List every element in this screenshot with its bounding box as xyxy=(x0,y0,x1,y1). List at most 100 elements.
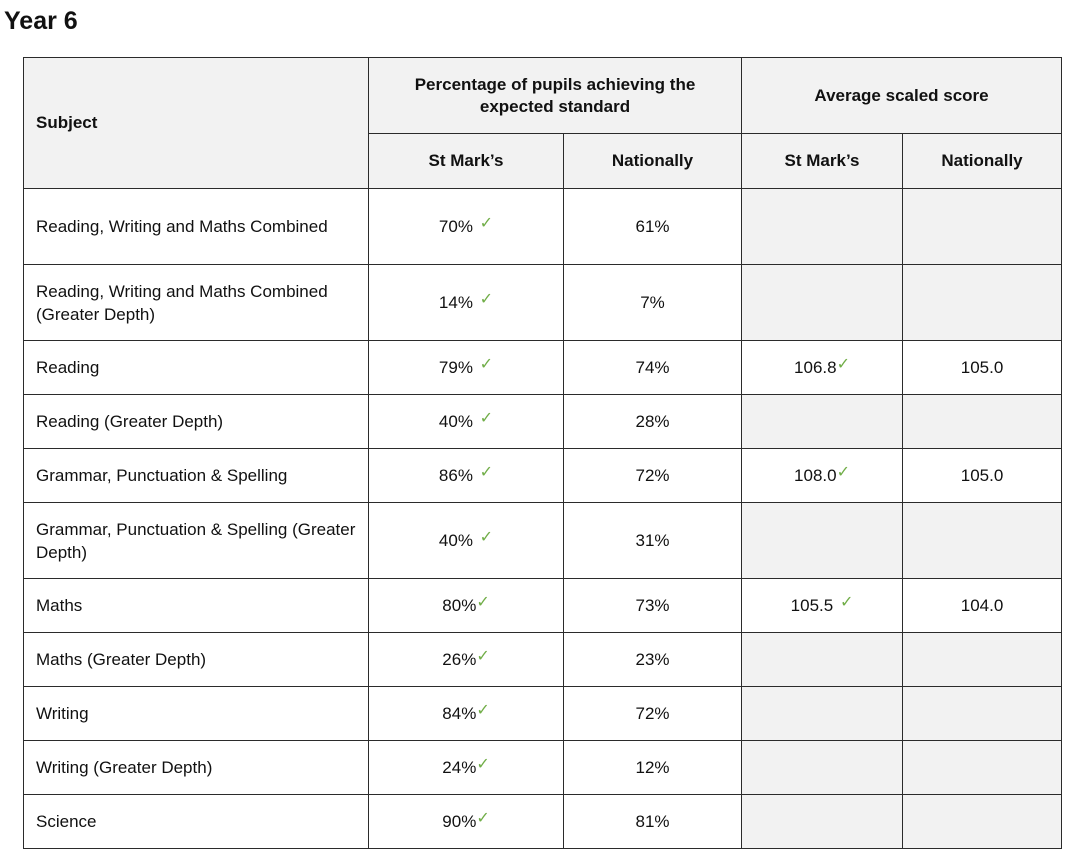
scaled-national-cell xyxy=(902,264,1063,341)
scaled-national-cell xyxy=(902,188,1063,265)
scaled-national-cell: 105.0 xyxy=(902,448,1063,503)
pct-school-value: 26% xyxy=(442,649,477,669)
header-row-groups: Subject Percentage of pupils achieving t… xyxy=(23,57,1063,189)
pct-school-cell: 84%✓ xyxy=(368,686,564,741)
pct-school-value: 40% xyxy=(438,530,473,550)
pct-school-cell: 86% ✓ xyxy=(368,448,564,503)
check-mark-icon: ✓ xyxy=(479,212,494,232)
table-row: Grammar, Punctuation & Spelling 86% ✓ 72… xyxy=(23,448,1063,503)
page-title: Year 6 xyxy=(4,7,78,35)
pct-school-column-header: St Mark’s xyxy=(368,133,564,189)
pct-national-cell: 72% xyxy=(562,686,743,741)
scaled-national-cell: 104.0 xyxy=(902,578,1063,633)
pct-national-cell: 12% xyxy=(562,740,743,795)
pct-school-value: 70% xyxy=(438,216,473,236)
subject-cell: Reading, Writing and Maths Combined (Gre… xyxy=(23,264,369,341)
scaled-school-cell: 108.0✓ xyxy=(741,448,904,503)
subject-column-header: Subject xyxy=(23,57,369,189)
table-row: Writing 84%✓ 72% xyxy=(23,686,1063,741)
scaled-score-group-header: Average scaled score xyxy=(741,57,1063,134)
check-mark-icon: ✓ xyxy=(476,591,490,611)
pct-national-cell: 72% xyxy=(562,448,743,503)
subject-cell: Reading (Greater Depth) xyxy=(23,394,369,449)
table-row: Science 90%✓ 81% xyxy=(23,794,1063,849)
pct-national-cell: 23% xyxy=(562,632,743,687)
results-table: Subject Percentage of pupils achieving t… xyxy=(23,57,1063,849)
scaled-school-cell xyxy=(741,686,904,741)
pct-school-value: 86% xyxy=(438,465,473,485)
check-mark-icon: ✓ xyxy=(476,753,490,773)
scaled-national-cell xyxy=(902,394,1063,449)
pct-national-cell: 31% xyxy=(562,502,743,579)
scaled-school-cell xyxy=(741,632,904,687)
scaled-school-value: 105.5 xyxy=(790,595,834,615)
pct-national-cell: 7% xyxy=(562,264,743,341)
table-row: Writing (Greater Depth) 24%✓ 12% xyxy=(23,740,1063,795)
scaled-national-cell: 105.0 xyxy=(902,340,1063,395)
table-row: Reading 79% ✓ 74% 106.8✓ 105.0 xyxy=(23,340,1063,395)
check-mark-icon: ✓ xyxy=(479,461,494,481)
pct-school-cell: 90%✓ xyxy=(368,794,564,849)
pct-school-value: 40% xyxy=(438,411,473,431)
check-mark-icon: ✓ xyxy=(836,461,850,481)
table-row: Reading, Writing and Maths Combined (Gre… xyxy=(23,264,1063,341)
pct-school-value: 24% xyxy=(442,757,477,777)
scaled-school-column-header: St Mark’s xyxy=(741,133,904,189)
pct-national-cell: 61% xyxy=(562,188,743,265)
check-mark-icon: ✓ xyxy=(476,699,490,719)
scaled-national-column-header: Nationally xyxy=(902,133,1063,189)
scaled-school-cell xyxy=(741,740,904,795)
table-row: Reading, Writing and Maths Combined 70% … xyxy=(23,188,1063,265)
check-mark-icon: ✓ xyxy=(479,407,494,427)
scaled-school-cell xyxy=(741,264,904,341)
subject-cell: Grammar, Punctuation & Spelling (Greater… xyxy=(23,502,369,579)
scaled-school-cell xyxy=(741,394,904,449)
scaled-school-cell: 105.5 ✓ xyxy=(741,578,904,633)
table-row: Maths (Greater Depth) 26%✓ 23% xyxy=(23,632,1063,687)
pct-national-cell: 81% xyxy=(562,794,743,849)
check-mark-icon: ✓ xyxy=(479,353,494,373)
pct-school-cell: 40% ✓ xyxy=(368,502,564,579)
subject-cell: Maths xyxy=(23,578,369,633)
scaled-school-cell: 106.8✓ xyxy=(741,340,904,395)
pct-school-cell: 24%✓ xyxy=(368,740,564,795)
subject-cell: Grammar, Punctuation & Spelling xyxy=(23,448,369,503)
pct-school-value: 80% xyxy=(442,595,477,615)
scaled-school-cell xyxy=(741,502,904,579)
pct-school-cell: 40% ✓ xyxy=(368,394,564,449)
check-mark-icon: ✓ xyxy=(476,807,490,827)
scaled-national-cell xyxy=(902,502,1063,579)
check-mark-icon: ✓ xyxy=(839,591,854,611)
check-mark-icon: ✓ xyxy=(836,353,850,373)
table-row: Grammar, Punctuation & Spelling (Greater… xyxy=(23,502,1063,579)
subject-cell: Maths (Greater Depth) xyxy=(23,632,369,687)
subject-cell: Writing (Greater Depth) xyxy=(23,740,369,795)
subject-cell: Writing xyxy=(23,686,369,741)
percentage-group-header: Percentage of pupils achieving the expec… xyxy=(367,57,743,134)
subject-cell: Science xyxy=(23,794,369,849)
pct-school-cell: 80%✓ xyxy=(368,578,564,633)
pct-school-value: 84% xyxy=(442,703,477,723)
pct-school-value: 14% xyxy=(438,292,473,312)
table-row: Maths 80%✓ 73% 105.5 ✓ 104.0 xyxy=(23,578,1063,633)
pct-national-column-header: Nationally xyxy=(562,133,743,189)
scaled-school-value: 108.0 xyxy=(794,465,837,485)
scaled-national-cell xyxy=(902,686,1063,741)
pct-school-cell: 26%✓ xyxy=(368,632,564,687)
check-mark-icon: ✓ xyxy=(479,526,494,546)
subject-cell: Reading, Writing and Maths Combined xyxy=(23,188,369,265)
check-mark-icon: ✓ xyxy=(476,645,490,665)
scaled-school-cell xyxy=(741,794,904,849)
pct-school-cell: 79% ✓ xyxy=(368,340,564,395)
pct-school-value: 79% xyxy=(438,357,473,377)
scaled-national-cell xyxy=(902,632,1063,687)
check-mark-icon: ✓ xyxy=(479,288,494,308)
scaled-school-cell xyxy=(741,188,904,265)
pct-national-cell: 73% xyxy=(562,578,743,633)
scaled-school-value: 106.8 xyxy=(794,357,837,377)
pct-school-value: 90% xyxy=(442,811,477,831)
scaled-national-cell xyxy=(902,794,1063,849)
pct-national-cell: 28% xyxy=(562,394,743,449)
pct-school-cell: 70% ✓ xyxy=(368,188,564,265)
scaled-national-cell xyxy=(902,740,1063,795)
